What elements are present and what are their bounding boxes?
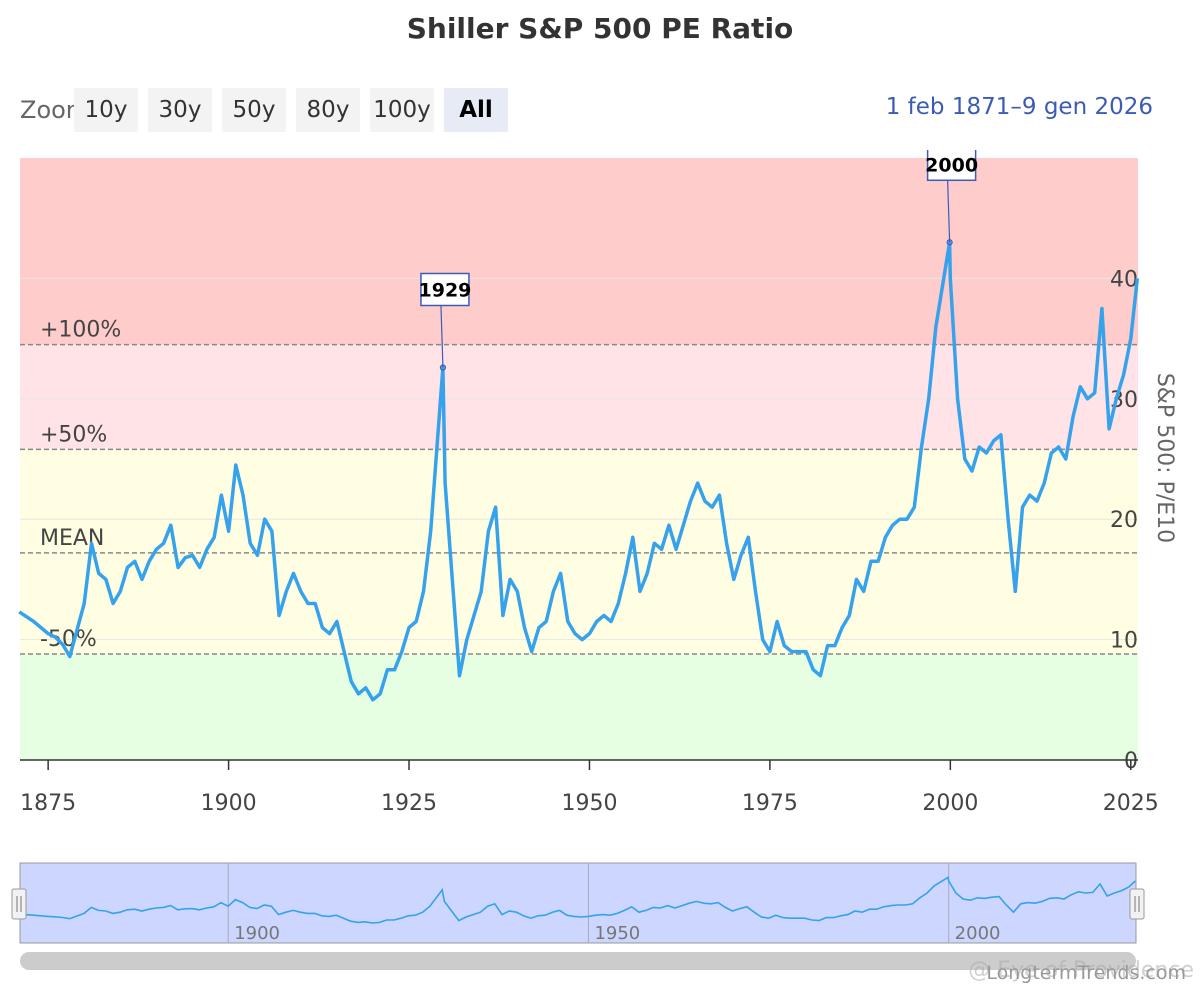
range-from[interactable]: 1 feb 1871 <box>885 94 1011 120</box>
x-tick-label-6: 2025 <box>1103 791 1159 816</box>
zoom-10y-button[interactable]: 10y <box>74 88 138 132</box>
navigator-scrollbar[interactable] <box>20 952 1136 970</box>
y-tick-label-2: 20 <box>1110 508 1138 533</box>
credits-link[interactable]: LongtermTrends.com <box>986 962 1186 984</box>
range-to[interactable]: 9 gen 2026 <box>1021 94 1153 120</box>
series-line <box>18 240 1140 702</box>
ref-label-3: -50% <box>40 627 97 652</box>
band-1 <box>20 449 1138 655</box>
zoom-all-button[interactable]: All <box>444 88 508 132</box>
navigator[interactable]: 1900 1950 2000 <box>0 855 1200 950</box>
x-tick-label-4: 1975 <box>742 791 798 816</box>
zoom-50y-button[interactable]: 50y <box>222 88 286 132</box>
navigator-series-line <box>19 876 1136 924</box>
navigator-tick-label-2: 2000 <box>955 923 1001 944</box>
navigator-mask <box>19 862 1137 944</box>
band-2 <box>20 344 1138 450</box>
y-axis-title: S&P 500: P/E10 <box>1152 373 1177 543</box>
zoom-label: Zoom <box>20 96 76 124</box>
annotation-box-1 <box>926 150 977 182</box>
band-0 <box>20 654 1138 760</box>
chart-title: Shiller S&P 500 PE Ratio <box>406 12 794 45</box>
annotation-label-0: 1929 <box>419 279 472 301</box>
date-range[interactable]: 1 feb 1871–9 gen 2026 <box>886 94 1153 120</box>
band-3 <box>20 158 1138 345</box>
navigator-tick-label-1: 1950 <box>594 923 640 944</box>
ref-label-1: +50% <box>40 422 107 447</box>
watermark-text: @ Eye of Providence <box>968 958 1194 983</box>
annotation-connector-0 <box>440 305 444 368</box>
y-tick-label-4: 40 <box>1110 267 1138 292</box>
x-tick-label-2: 1925 <box>381 791 437 816</box>
range-separator: – <box>1010 94 1022 120</box>
ref-label-2: MEAN <box>40 526 104 551</box>
x-tick-label-3: 1950 <box>561 791 617 816</box>
annotation-point-1 <box>946 239 953 246</box>
x-tick-label-0: 1875 <box>20 791 76 816</box>
annotation-box-0 <box>420 272 470 307</box>
navigator-handle-1 <box>1129 888 1145 920</box>
zoom-100y-button[interactable]: 100y <box>370 88 434 132</box>
x-tick-label-1: 1900 <box>201 791 257 816</box>
zoom-30y-button[interactable]: 30y <box>148 88 212 132</box>
zoom-80y-button[interactable]: 80y <box>296 88 360 132</box>
navigator-tick-label-0: 1900 <box>234 923 280 944</box>
annotation-point-0 <box>439 364 447 371</box>
ref-label-0: +100% <box>40 318 121 343</box>
annotation-connector-1 <box>947 180 951 243</box>
main-chart: 010203040+100%+50%MEAN-50%18751900192519… <box>18 150 1177 816</box>
annotation-label-1: 2000 <box>925 154 978 176</box>
x-tick-label-5: 2000 <box>922 791 978 816</box>
y-tick-label-1: 10 <box>1110 629 1138 654</box>
navigator-handle-0 <box>11 888 27 920</box>
